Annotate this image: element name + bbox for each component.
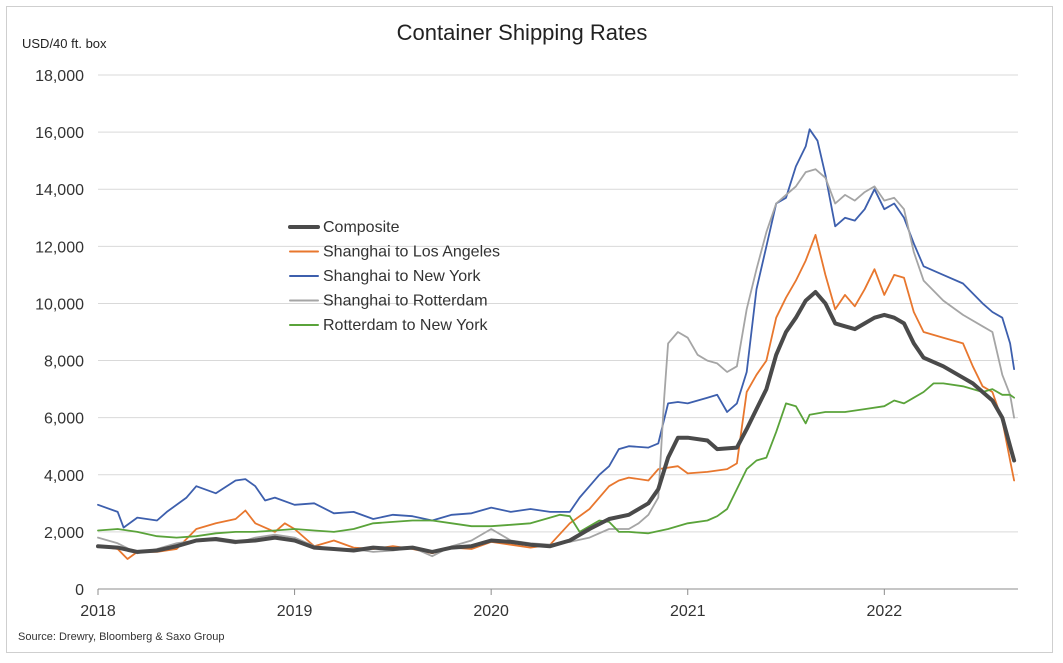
y-tick-label: 16,000 [35,125,84,142]
x-tick-label: 2020 [473,603,509,620]
legend-label-rotterdam-to-new-york: Rotterdam to New York [323,317,489,334]
x-tick-label: 2022 [867,603,903,620]
y-tick-label: 18,000 [35,68,84,85]
series-line-rotterdam-to-new-york [97,382,1015,539]
y-tick-label: 4,000 [44,468,84,485]
series-lines [96,128,1017,560]
axes: 0 2,000 4,000 6,000 8,000 10,000 12,000 14,000 1… [35,68,1018,620]
legend-label-shanghai-to-new-york: Shanghai to New York [323,268,481,285]
chart-title: Container Shipping Rates [397,20,648,45]
series-line-shanghai-to-los-angeles [97,234,1015,560]
legend-label-shanghai-to-rotterdam: Shanghai to Rotterdam [323,293,488,310]
source-note: Source: Drewry, Bloomberg & Saxo Group [18,631,225,643]
y-tick-label: 8,000 [44,354,84,371]
series-line-shanghai-to-new-york [97,128,1015,529]
y-tick-label: 2,000 [44,525,84,542]
y-axis-label: USD/40 ft. box [22,36,107,51]
series-line-composite [96,290,1017,554]
y-tick-label: 14,000 [35,182,84,199]
x-tick-label: 2021 [670,603,706,620]
x-tick-label: 2018 [80,603,116,620]
legend-label-shanghai-to-los-angeles: Shanghai to Los Angeles [323,244,500,261]
series-line-shanghai-to-rotterdam [97,168,1015,558]
legend: Composite Shanghai to Los Angeles Shanghai… [288,219,500,334]
y-tick-label: 6,000 [44,411,84,428]
y-tick-label: 0 [75,582,84,599]
y-tick-label: 10,000 [35,296,84,313]
y-tick-label: 12,000 [35,239,84,256]
grid-lines [98,74,1018,533]
legend-label-composite: Composite [323,219,400,236]
x-tick-label: 2019 [277,603,313,620]
